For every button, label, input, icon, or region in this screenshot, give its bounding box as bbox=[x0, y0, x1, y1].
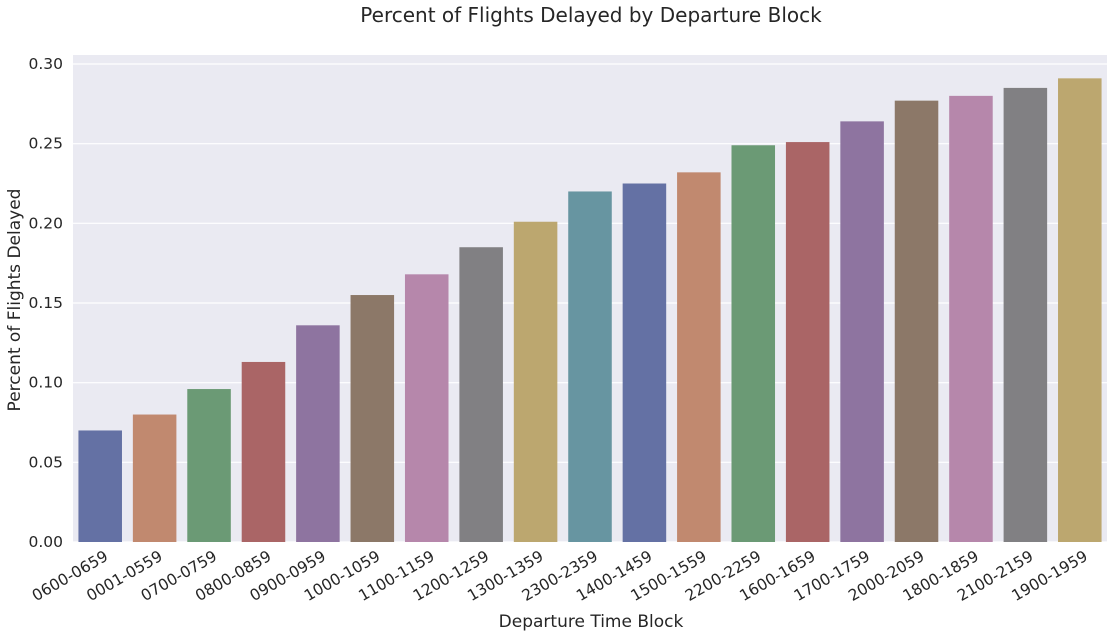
bar-2000-2059 bbox=[894, 100, 939, 542]
bar-0600-0659 bbox=[78, 430, 122, 542]
x-tick-labels: 0600-06590001-05590700-07590800-08590900… bbox=[29, 547, 1091, 605]
bars bbox=[78, 78, 1102, 543]
bar-0800-0859 bbox=[241, 361, 286, 542]
bar-1900-1959 bbox=[1058, 78, 1102, 542]
bar-0001-0559 bbox=[132, 414, 177, 542]
chart-title: Percent of Flights Delayed by Departure … bbox=[360, 3, 822, 27]
bar-1800-1859 bbox=[949, 95, 993, 542]
bar-0700-0759 bbox=[187, 389, 231, 542]
y-tick-label: 0.20 bbox=[28, 214, 63, 232]
bar-1400-1459 bbox=[622, 183, 667, 542]
bar-1500-1559 bbox=[677, 172, 721, 542]
bar-2300-2359 bbox=[568, 191, 612, 542]
y-tick-label: 0.15 bbox=[28, 294, 63, 312]
bar-1700-1759 bbox=[840, 121, 884, 543]
y-tick-labels: 0.00 0.05 0.10 0.15 0.20 0.25 0.30 bbox=[28, 55, 63, 551]
bar-1100-1159 bbox=[404, 274, 449, 542]
bar-2100-2159 bbox=[1003, 87, 1048, 543]
bar-0900-0959 bbox=[296, 325, 340, 542]
x-axis-label: Departure Time Block bbox=[499, 612, 684, 632]
bar-1300-1359 bbox=[513, 221, 558, 543]
y-tick-label: 0.30 bbox=[28, 55, 63, 73]
y-tick-label: 0.00 bbox=[28, 533, 63, 551]
y-tick-label: 0.25 bbox=[28, 135, 63, 153]
y-tick-label: 0.05 bbox=[28, 453, 63, 471]
y-tick-label: 0.10 bbox=[28, 374, 63, 392]
bar-2200-2259 bbox=[731, 145, 776, 542]
bar-1000-1059 bbox=[350, 295, 395, 542]
y-axis-label: Percent of Flights Delayed bbox=[5, 189, 25, 412]
bar-1600-1659 bbox=[785, 142, 830, 542]
bar-1200-1259 bbox=[459, 247, 503, 542]
